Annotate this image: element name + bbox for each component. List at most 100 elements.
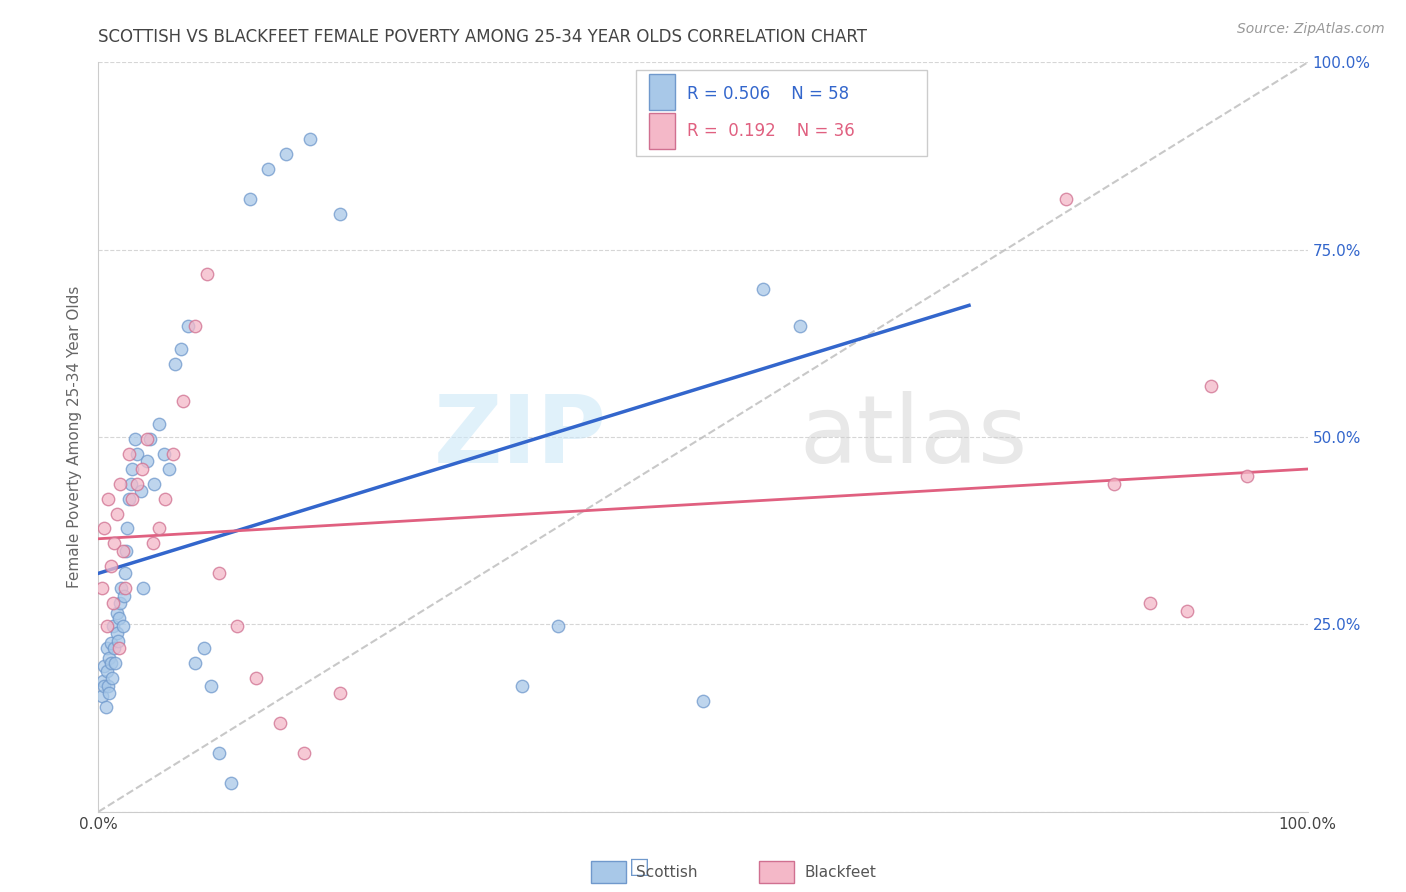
Point [177,319,200,334]
Point [93,658,115,673]
Point [208,566,231,581]
Point [101,596,124,610]
Point [256,161,278,176]
Point [108,476,131,491]
Point [184,657,207,671]
Point [117,521,139,535]
Point [108,611,131,625]
Text: □: □ [630,857,650,877]
Point [91,582,114,596]
Point [142,536,165,550]
Point [789,319,811,334]
Point [148,521,170,535]
Point [135,432,157,446]
Point [510,679,533,693]
Point [226,619,249,633]
Text: Source: ZipAtlas.com: Source: ZipAtlas.com [1237,22,1385,37]
Point [269,716,291,731]
Point [1102,476,1125,491]
Point [118,446,141,460]
Point [96,619,118,633]
Point [108,641,131,656]
Point [94,699,117,714]
Point [105,507,128,521]
Point [111,619,134,633]
Point [127,446,149,460]
Point [118,491,141,506]
Point [96,641,118,656]
Point [152,446,174,460]
Point [100,657,122,671]
Point [91,673,114,688]
Point [115,544,138,558]
Point [135,454,157,468]
Point [98,651,121,665]
Text: ZIP: ZIP [433,391,606,483]
Point [112,589,135,603]
Point [98,686,121,700]
FancyBboxPatch shape [648,74,675,110]
Point [127,476,149,491]
Point [100,636,122,650]
FancyBboxPatch shape [637,70,927,156]
Point [121,491,143,506]
Point [110,582,132,596]
Point [153,491,176,506]
Point [120,476,142,491]
Point [1199,379,1222,393]
Point [129,483,152,498]
Point [195,267,218,281]
Point [274,146,297,161]
Point [1054,192,1077,206]
Point [105,626,128,640]
Point [93,679,115,693]
Point [172,394,194,409]
Point [184,319,207,334]
Point [107,633,129,648]
Point [692,694,714,708]
Text: Scottish: Scottish [636,865,697,880]
Point [101,619,124,633]
Text: atlas: atlas [800,391,1028,483]
Point [169,342,191,356]
Point [163,357,186,371]
Point [148,417,170,431]
Point [245,671,267,685]
Point [299,132,322,146]
Point [329,686,352,700]
Point [239,192,262,206]
Point [91,689,114,703]
Point [104,657,127,671]
Point [114,566,136,581]
Point [1139,596,1161,610]
Point [162,446,184,460]
Point [547,619,569,633]
Point [96,664,118,678]
Point [100,671,122,685]
Point [131,461,153,475]
Point [97,491,120,506]
Text: SCOTTISH VS BLACKFEET FEMALE POVERTY AMONG 25-34 YEAR OLDS CORRELATION CHART: SCOTTISH VS BLACKFEET FEMALE POVERTY AMO… [98,28,868,45]
Text: □: □ [630,857,650,877]
Point [100,558,122,573]
Point [103,536,125,550]
Text: R = 0.506    N = 58: R = 0.506 N = 58 [688,85,849,103]
Text: Blackfeet: Blackfeet [804,865,876,880]
Point [111,544,134,558]
Text: R =  0.192    N = 36: R = 0.192 N = 36 [688,122,855,140]
Point [132,582,155,596]
Point [108,596,131,610]
Point [157,461,180,475]
Point [97,679,120,693]
Point [1236,469,1258,483]
Point [292,746,315,760]
Point [143,476,166,491]
Point [200,679,222,693]
Y-axis label: Female Poverty Among 25-34 Year Olds: Female Poverty Among 25-34 Year Olds [67,286,83,588]
Point [1175,604,1198,618]
Point [193,641,215,656]
Point [329,207,352,221]
Point [221,776,243,790]
Point [93,521,115,535]
Point [208,746,231,760]
